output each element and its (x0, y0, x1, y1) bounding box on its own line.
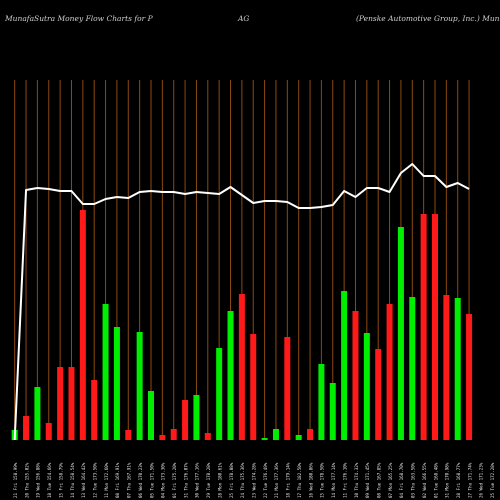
x-tick-label: 09 Wed 171.45% (365, 462, 370, 498)
x-tick-label: 14 Thu 158.54% (70, 462, 75, 498)
outflow-bar (386, 304, 393, 440)
x-tick-label: 21 Fri 158.99% (13, 462, 18, 498)
outflow-bar (432, 214, 438, 440)
outflow-bar (375, 349, 382, 440)
x-tick-label: 30 Wed 177.16% (195, 462, 200, 498)
outflow-bar (45, 423, 52, 440)
x-tick-label: 24 Thu 175.36% (240, 462, 245, 498)
x-tick-label: 17 Thu 182.50% (297, 462, 302, 498)
x-tick-label: 06 Wed 170.23% (138, 462, 143, 498)
price-line (13, 163, 470, 441)
outflow-bar (204, 433, 211, 440)
x-tick-label: 01 Tue 168.48% (433, 462, 438, 498)
x-tick-label: 28 Fri 168.77% (456, 462, 461, 498)
inflow-bar (295, 435, 302, 440)
inflow-bar (329, 383, 336, 440)
x-tick-label: 16 Wed 180.86% (308, 462, 313, 498)
inflow-bar (216, 348, 223, 440)
inflow-bar (318, 364, 325, 440)
chart-title-right: (Penske Automotive Group, Inc.) Muni (356, 14, 500, 23)
x-tick-label: 20 Thu 155.02% (24, 462, 29, 498)
x-tick-label: 27 Thu 171.74% (467, 462, 472, 498)
x-tick-label: 26 Wed 171.23% (479, 462, 484, 498)
x-tick-label: 22 Tue 176.49% (263, 462, 268, 498)
outflow-bar (68, 367, 75, 440)
inflow-bar (113, 327, 120, 440)
x-tick-label: 14 Mon 177.14% (331, 462, 336, 498)
x-tick-label: 15 Tue 178.50% (320, 462, 325, 498)
x-tick-label: 13 Wed 164.42% (81, 462, 86, 498)
x-tick-label: 23 Wed 174.28% (252, 462, 257, 498)
x-tick-label: 05 Tue 171.50% (149, 462, 154, 498)
inflow-bar (136, 332, 143, 440)
x-tick-label: 11 Fri 176.10% (342, 462, 347, 498)
x-tick-label: 25 Tue 172.28% (490, 462, 495, 498)
outflow-bar (284, 337, 291, 440)
inflow-bar (272, 429, 279, 440)
inflow-bar (148, 391, 154, 440)
inflow-bar (397, 227, 404, 440)
x-tick-label: 11 Mon 172.60% (104, 462, 109, 498)
x-tick-label: 18 Fri 179.14% (286, 462, 291, 498)
outflow-bar (57, 367, 64, 440)
x-tick-label: 15 Fri 158.79% (58, 462, 63, 498)
inflow-bar (341, 291, 348, 440)
x-tick-label: 31 Thu 176.07% (183, 462, 188, 498)
outflow-bar (250, 334, 257, 440)
inflow-bar (102, 304, 109, 440)
x-tick-label: 31 Mon 170.98% (445, 462, 450, 498)
inflow-bar (261, 438, 268, 440)
x-tick-label: 08 Tue 167.85% (377, 462, 382, 498)
chart-title-middle: AG (237, 14, 249, 23)
outflow-bar (159, 435, 166, 440)
x-tick-label: 25 Fri 178.08% (229, 462, 234, 498)
x-axis-labels: 21 Fri 158.99% 20 Thu 155.02% 19 Wed 156.8… (13, 462, 495, 498)
outflow-bar (125, 430, 132, 440)
x-tick-label: 12 Tue 173.50% (93, 462, 98, 498)
outflow-bar (443, 295, 450, 440)
outflow-bar (238, 294, 245, 440)
chart-title-left: MunafaSutra Money Flow Charts for P (4, 14, 154, 23)
outflow-bar (307, 429, 314, 440)
x-tick-label: 04 Mon 173.30% (161, 462, 166, 498)
x-tick-label: 03 Thu 163.50% (411, 462, 416, 498)
inflow-bar (34, 387, 41, 440)
outflow-bar (352, 311, 359, 440)
outflow-bar (91, 380, 98, 440)
inflow-bar (454, 298, 461, 440)
flow-bars (11, 210, 473, 440)
x-tick-label: 18 Tue 154.66% (47, 462, 52, 498)
inflow-bar (363, 333, 370, 440)
x-tick-label: 29 Tue 178.28% (206, 462, 211, 498)
outflow-bar (170, 429, 177, 440)
outflow-bar (420, 214, 427, 440)
outflow-bar (79, 210, 86, 440)
x-tick-label: 21 Mon 177.36% (274, 462, 279, 498)
outflow-bar (23, 416, 30, 440)
x-tick-label: 28 Mon 180.61% (217, 462, 222, 498)
inflow-bar (193, 395, 200, 440)
x-tick-label: 19 Wed 156.88% (36, 462, 41, 498)
inflow-bar (409, 297, 416, 440)
x-tick-label: 08 Fri 169.91% (115, 462, 120, 498)
x-tick-label: 01 Fri 175.20% (172, 462, 177, 498)
x-tick-label: 07 Thu 167.91% (127, 462, 132, 498)
x-tick-label: 02 Wed 166.55% (422, 462, 427, 498)
x-tick-label: 04 Fri 168.70% (399, 462, 404, 498)
x-tick-label: 10 Thu 174.32% (354, 462, 359, 498)
outflow-bar (182, 400, 189, 440)
inflow-bar (227, 311, 234, 440)
x-tick-label: 07 Mon 165.25% (388, 462, 393, 498)
outflow-bar (466, 314, 473, 440)
